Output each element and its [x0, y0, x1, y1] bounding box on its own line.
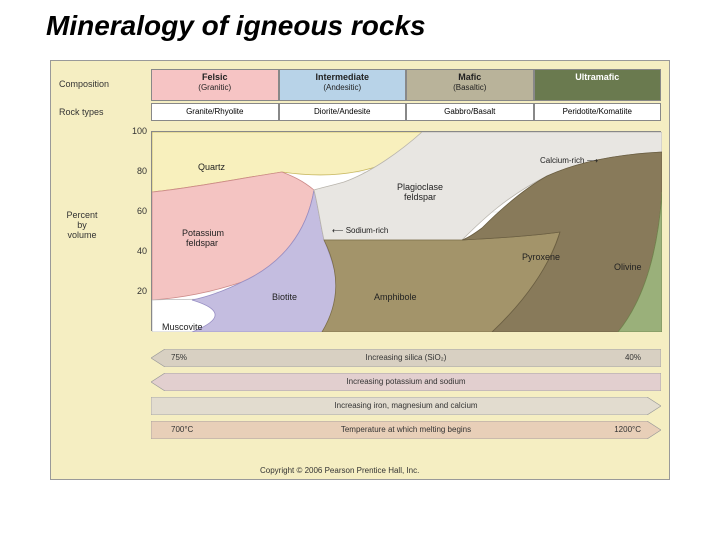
rock-types-row: Granite/RhyoliteDiorite/AndesiteGabbro/B… [151, 103, 661, 121]
mineral-label-6: Muscovite [162, 322, 203, 332]
mineral-label-2: feldspar [404, 192, 436, 202]
mineral-label-3: Potassium [182, 228, 224, 238]
mineral-label-1: Plagioclase [397, 182, 443, 192]
composition-header-2: Mafic(Basaltic) [406, 69, 534, 101]
mineral-label-8: Pyroxene [522, 252, 560, 262]
y-tick-40: 40 [123, 246, 147, 256]
rock-type-0: Granite/Rhyolite [151, 103, 279, 121]
y-tick-80: 80 [123, 166, 147, 176]
bar-mid-0: Increasing silica (SiO₂) [151, 353, 661, 362]
bar-mid-2: Increasing iron, magnesium and calcium [151, 401, 661, 410]
bar-mid-1: Increasing potassium and sodium [151, 377, 661, 386]
trend-arrow-3: 700°CTemperature at which melting begins… [151, 421, 661, 439]
mineral-label-0: Quartz [198, 162, 225, 172]
composition-header-3: Ultramafic [534, 69, 662, 101]
label-rock-types: Rock types [59, 107, 104, 117]
bar-right-0: 40% [625, 353, 641, 362]
label-composition: Composition [59, 79, 109, 89]
mineral-label-7: Amphibole [374, 292, 417, 302]
bar-right-3: 1200°C [614, 425, 641, 434]
y-axis-label: Percentbyvolume [57, 211, 107, 241]
trend-arrow-1: Increasing potassium and sodium [151, 373, 661, 391]
rock-type-1: Diorite/Andesite [279, 103, 407, 121]
mineral-label-11: ⟵ Sodium-rich [332, 226, 388, 235]
rock-type-3: Peridotite/Komatiite [534, 103, 662, 121]
y-tick-60: 60 [123, 206, 147, 216]
copyright-text: Copyright © 2006 Pearson Prentice Hall, … [260, 466, 419, 475]
mineral-label-10: Calcium-rich ⟶ [540, 156, 598, 165]
mineral-label-5: Biotite [272, 292, 297, 302]
trend-arrow-0: 75%Increasing silica (SiO₂)40% [151, 349, 661, 367]
composition-header-1: Intermediate(Andesitic) [279, 69, 407, 101]
trend-arrow-2: Increasing iron, magnesium and calcium [151, 397, 661, 415]
composition-header-row: Felsic(Granitic)Intermediate(Andesitic)M… [151, 69, 661, 101]
mineral-chart: QuartzPlagioclasefeldsparPotassiumfeldsp… [151, 131, 661, 331]
mineral-label-4: feldspar [186, 238, 218, 248]
mineral-label-9: Olivine [614, 262, 642, 272]
rock-type-2: Gabbro/Basalt [406, 103, 534, 121]
y-tick-100: 100 [123, 126, 147, 136]
figure-container: Composition Rock types Felsic(Granitic)I… [50, 60, 670, 480]
y-tick-20: 20 [123, 286, 147, 296]
bar-mid-3: Temperature at which melting begins [151, 425, 661, 434]
page-title: Mineralogy of igneous rocks [0, 0, 720, 42]
composition-header-0: Felsic(Granitic) [151, 69, 279, 101]
